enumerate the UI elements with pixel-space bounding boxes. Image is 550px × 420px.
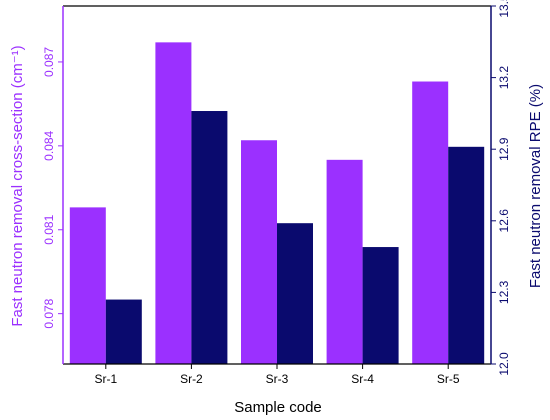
left-y-tick-label: 0.081	[42, 214, 56, 244]
x-tick-label: Sr-3	[266, 372, 289, 386]
right-y-tick-label: 12.0	[497, 352, 511, 376]
left-y-axis-title: Fast neutron removal cross-section (cm⁻¹…	[9, 45, 26, 326]
x-tick-label: Sr-1	[94, 372, 117, 386]
bar-rpe-sr-4	[362, 247, 399, 364]
bar-cross-section-sr-1	[69, 207, 106, 364]
bar-rpe-sr-5	[448, 146, 485, 364]
x-axis-title: Sample code	[234, 399, 322, 416]
bar-rpe-sr-3	[277, 223, 313, 364]
bar-cross-section-sr-5	[412, 81, 449, 364]
bar-rpe-sr-2	[191, 111, 228, 364]
bar-cross-section-sr-4	[326, 159, 363, 364]
right-y-axis-title: Fast neutron removal RPE (%)	[527, 84, 544, 288]
bars-layer	[69, 42, 485, 364]
left-y-tick-label: 0.078	[42, 298, 56, 328]
right-y-tick-label: 13.2	[497, 66, 511, 90]
left-y-tick-label: 0.084	[42, 131, 56, 161]
right-y-tick-label: 12.3	[497, 280, 511, 304]
x-tick-label: Sr-5	[437, 372, 460, 386]
x-tick-label: Sr-4	[351, 372, 374, 386]
x-tick-label: Sr-2	[180, 372, 203, 386]
right-y-tick-label: 12.6	[497, 209, 511, 233]
bar-cross-section-sr-2	[155, 42, 192, 364]
axes-layer: Sr-1 Sr-2 Sr-3 Sr-4 Sr-5 0.078 0.081 0.084 0.087…	[42, 0, 511, 386]
bar-rpe-sr-1	[105, 299, 142, 364]
bar-cross-section-sr-3	[241, 140, 277, 364]
left-y-tick-label: 0.087	[42, 47, 56, 77]
right-y-tick-label: 13.5	[497, 0, 511, 18]
right-y-tick-label: 12.9	[497, 137, 511, 161]
